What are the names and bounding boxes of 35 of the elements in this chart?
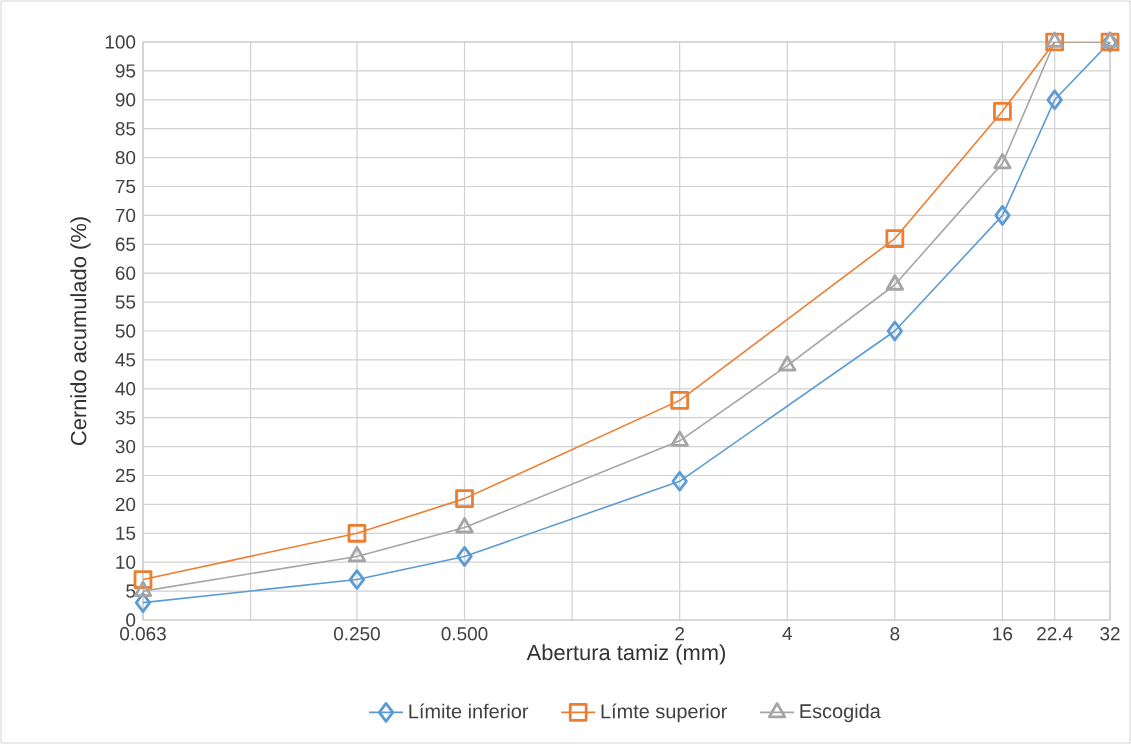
y-tick-label: 100 [105, 35, 136, 49]
legend-label: Escogida [800, 703, 881, 723]
x-tick-label: 0.500 [441, 627, 488, 641]
x-axis-title: Abertura tamiz (mm) [526, 644, 725, 665]
y-tick-label: 85 [115, 121, 136, 136]
x-tick-label: 22.4 [1037, 627, 1073, 641]
x-tick-label: 8 [890, 627, 900, 641]
x-tick-label: 32 [1100, 627, 1120, 641]
y-axis-title: Cernido acumulado (%) [70, 217, 91, 445]
y-tick-label: 40 [115, 382, 136, 396]
y-tick-label: 70 [115, 208, 136, 223]
y-tick-label: 25 [115, 468, 136, 483]
y-tick-label: 60 [115, 266, 136, 280]
y-tick-label: 15 [116, 526, 136, 540]
y-tick-label: 5 [126, 584, 136, 598]
y-tick-label: 45 [115, 353, 136, 367]
y-tick-label: 90 [115, 93, 136, 107]
legend-label: Límite inferior [409, 703, 529, 719]
y-tick-label: 0 [126, 613, 136, 627]
y-tick-label: 30 [115, 439, 136, 454]
y-tick-label: 65 [115, 237, 136, 251]
x-tick-label: 0.250 [334, 627, 380, 641]
y-tick-label: 95 [115, 64, 136, 78]
x-tick-label: 0.063 [120, 627, 166, 641]
y-tick-label: 55 [115, 295, 136, 309]
y-tick-label: 80 [115, 150, 136, 165]
y-tick-label: 20 [115, 497, 136, 512]
legend-label: Límte superior [601, 703, 727, 723]
y-tick-label: 75 [115, 179, 136, 194]
x-tick-label: 4 [782, 627, 792, 641]
x-tick-label: 16 [993, 627, 1013, 641]
x-tick-label: 2 [675, 627, 685, 641]
y-tick-label: 10 [116, 555, 136, 569]
y-tick-label: 35 [115, 411, 136, 425]
y-tick-label: 50 [115, 324, 136, 338]
